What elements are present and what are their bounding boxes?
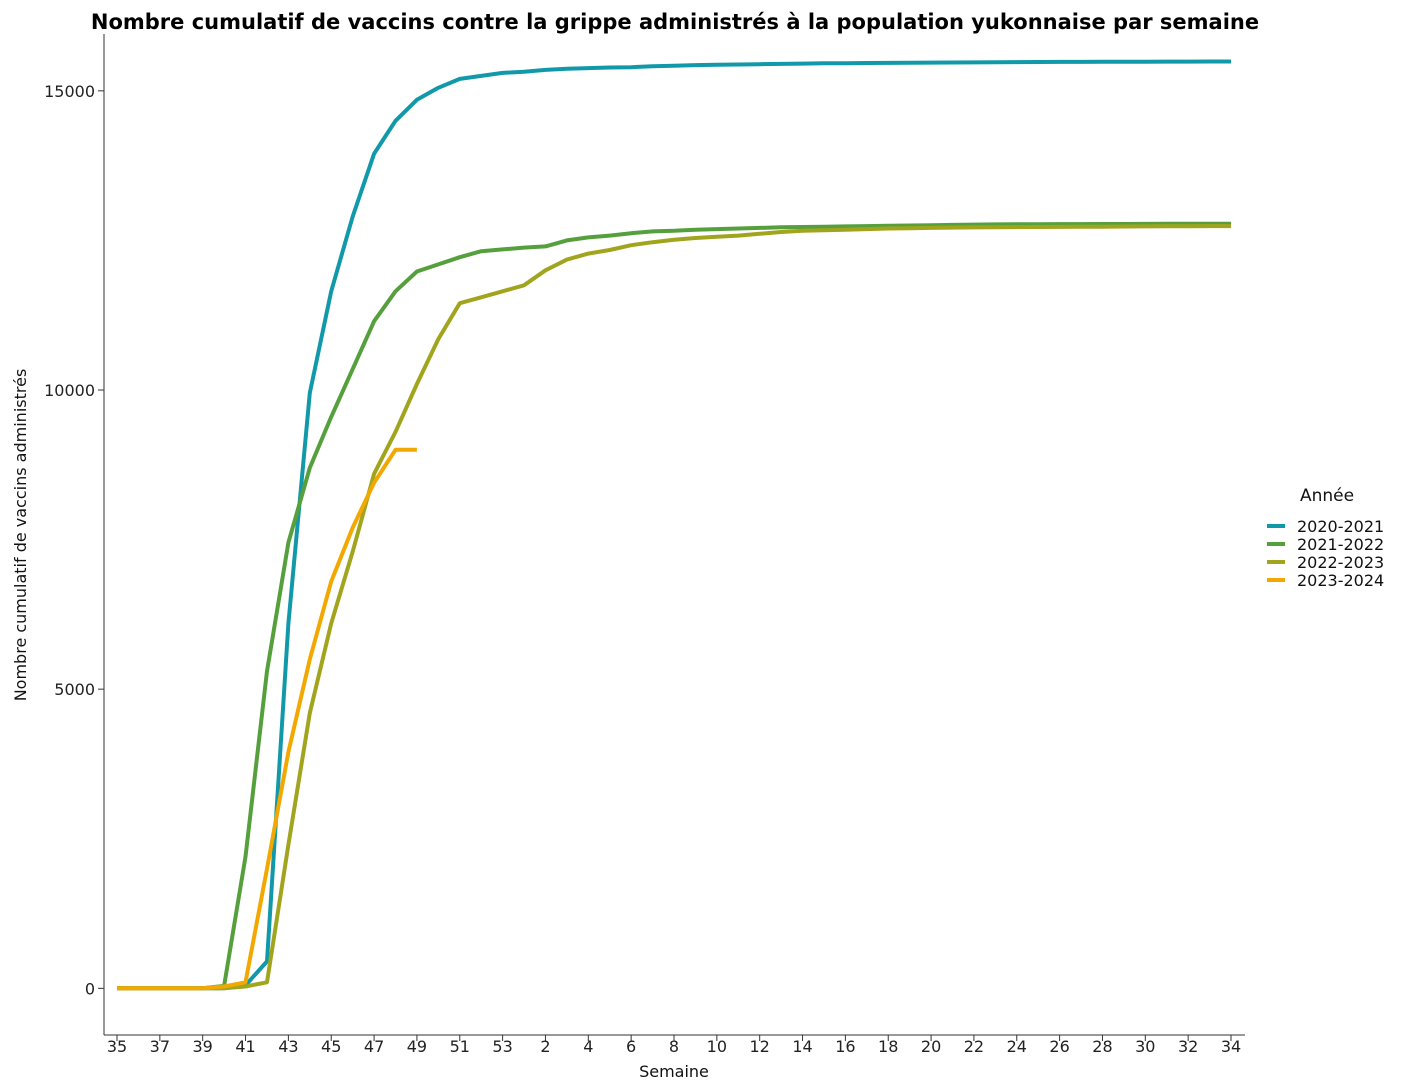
x-tick-label: 22 xyxy=(964,1037,984,1056)
y-tick-label: 5000 xyxy=(54,680,95,699)
series-line-2020-2021 xyxy=(117,59,1231,991)
y-tick-label: 0 xyxy=(85,979,95,998)
x-tick-label: 47 xyxy=(364,1037,384,1056)
y-tick-label: 10000 xyxy=(44,381,95,400)
legend: Année 2020-20212021-20222022-20232023-20… xyxy=(1267,486,1384,590)
series-line-2023-2024 xyxy=(117,447,417,991)
legend-label-2020-2021: 2020-2021 xyxy=(1297,517,1384,536)
x-tick-label: 39 xyxy=(193,1037,213,1056)
x-tick-label: 32 xyxy=(1178,1037,1198,1056)
x-tick-label: 12 xyxy=(750,1037,770,1056)
x-tick-label: 51 xyxy=(450,1037,470,1056)
x-tick-label: 35 xyxy=(107,1037,127,1056)
x-tick-label: 30 xyxy=(1135,1037,1155,1056)
series-lines xyxy=(117,59,1231,991)
chart-title: Nombre cumulatif de vaccins contre la gr… xyxy=(91,10,1259,34)
y-axis-title: Nombre cumulatif de vaccins administrés xyxy=(11,369,30,702)
x-tick-label: 53 xyxy=(492,1037,512,1056)
x-tick-label: 37 xyxy=(150,1037,170,1056)
y-axis-ticks: 0 5000 10000 15000 xyxy=(44,82,104,998)
x-axis-title: Semaine xyxy=(639,1062,709,1080)
legend-title: Année xyxy=(1300,486,1354,506)
legend-label-2022-2023: 2022-2023 xyxy=(1297,553,1384,572)
legend-label-2023-2024: 2023-2024 xyxy=(1297,571,1384,590)
x-tick-label: 41 xyxy=(235,1037,255,1056)
x-tick-label: 34 xyxy=(1221,1037,1241,1056)
x-tick-label: 24 xyxy=(1007,1037,1027,1056)
x-tick-label: 49 xyxy=(407,1037,427,1056)
x-tick-label: 26 xyxy=(1049,1037,1069,1056)
x-tick-label: 8 xyxy=(669,1037,679,1056)
series-line-2021-2022 xyxy=(117,221,1231,991)
y-tick-label: 15000 xyxy=(44,82,95,101)
x-tick-label: 43 xyxy=(278,1037,298,1056)
x-axis-ticks: 35 37 39 41 43 45 47 49 51 53 2 4 6 8 10 12 14 16 18 20 22 24… xyxy=(107,1035,1241,1056)
x-tick-label: 28 xyxy=(1092,1037,1112,1056)
x-tick-label: 14 xyxy=(792,1037,812,1056)
legend-label-2021-2022: 2021-2022 xyxy=(1297,535,1384,554)
series-line-2022-2023 xyxy=(117,224,1231,991)
x-tick-label: 2 xyxy=(540,1037,550,1056)
x-tick-label: 6 xyxy=(626,1037,636,1056)
x-tick-label: 16 xyxy=(835,1037,855,1056)
x-tick-label: 10 xyxy=(707,1037,727,1056)
x-tick-label: 20 xyxy=(921,1037,941,1056)
x-tick-label: 45 xyxy=(321,1037,341,1056)
x-tick-label: 4 xyxy=(583,1037,593,1056)
x-tick-label: 18 xyxy=(878,1037,898,1056)
